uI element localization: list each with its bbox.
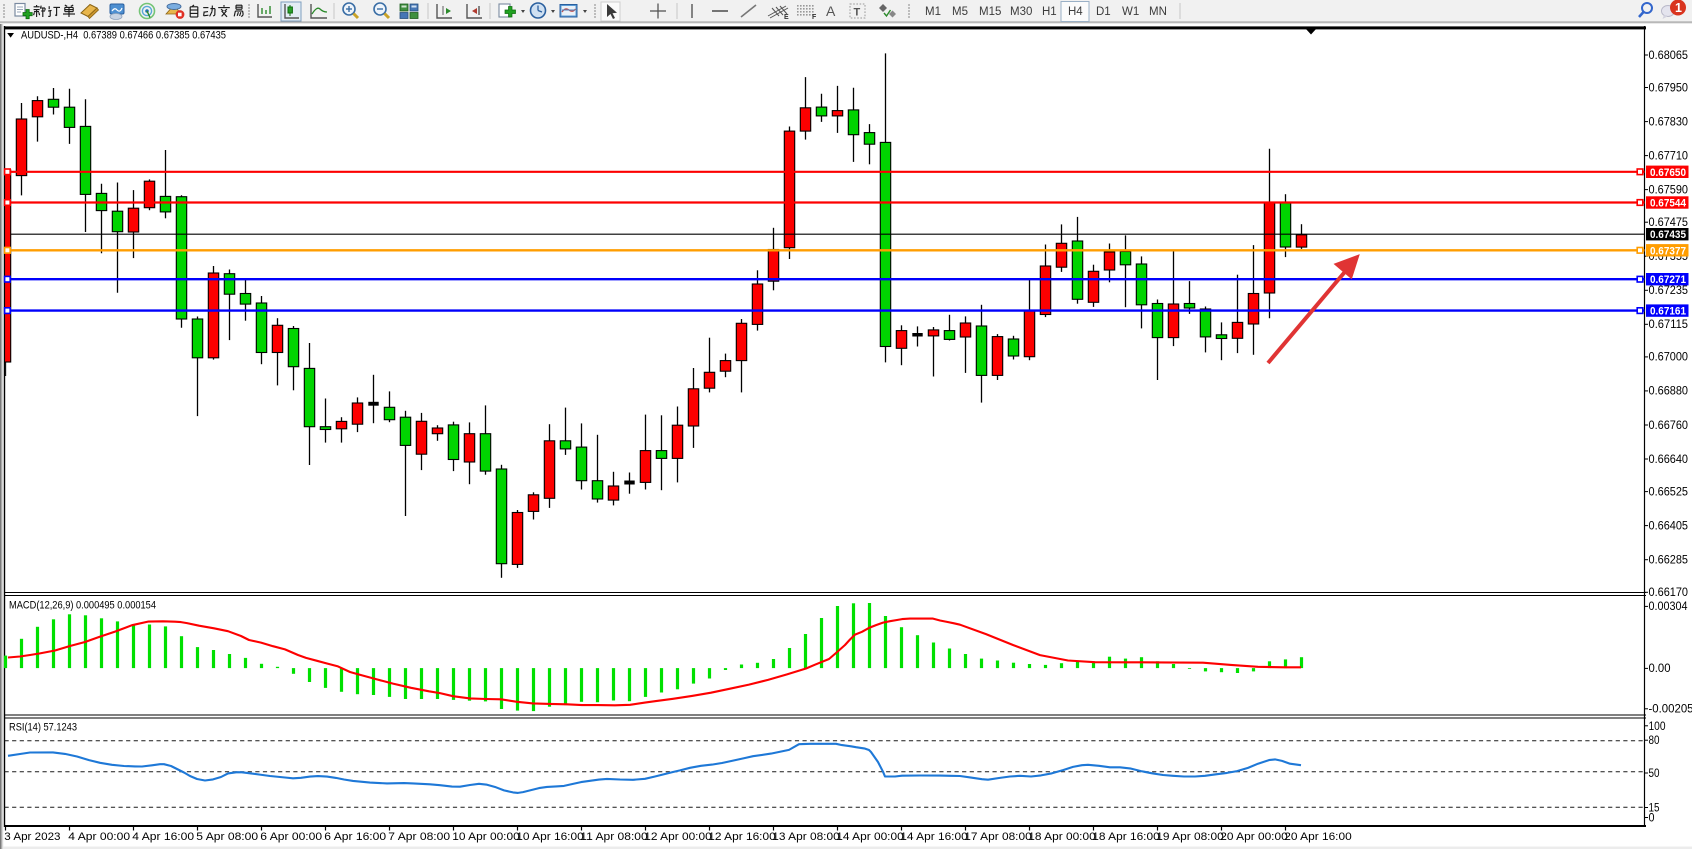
svg-text:0.68065: 0.68065 (1649, 50, 1689, 62)
svg-text:13 Apr 08:00: 13 Apr 08:00 (772, 831, 839, 843)
svg-text:0.66170: 0.66170 (1649, 587, 1689, 599)
svg-text:4 Apr 00:00: 4 Apr 00:00 (68, 831, 130, 843)
svg-text:T: T (854, 7, 861, 19)
svg-text:6 Apr 00:00: 6 Apr 00:00 (260, 831, 322, 843)
svg-text:M1: M1 (925, 6, 941, 18)
svg-text:W1: W1 (1122, 6, 1139, 18)
svg-text:0: 0 (1649, 813, 1655, 825)
svg-text:E: E (784, 14, 789, 21)
svg-text:20 Apr 00:00: 20 Apr 00:00 (1220, 831, 1287, 843)
svg-text:A: A (826, 3, 836, 19)
svg-text:0.67475: 0.67475 (1649, 217, 1689, 229)
svg-text:18 Apr 00:00: 18 Apr 00:00 (1028, 831, 1095, 843)
svg-text:100: 100 (1649, 721, 1666, 733)
svg-text:0.66285: 0.66285 (1649, 555, 1689, 567)
svg-text:0.67650: 0.67650 (1650, 167, 1686, 179)
svg-text:M15: M15 (979, 6, 1001, 18)
svg-text:12 Apr 16:00: 12 Apr 16:00 (708, 831, 775, 843)
svg-text:0.67590: 0.67590 (1649, 184, 1689, 196)
svg-text:3 Apr 2023: 3 Apr 2023 (4, 831, 60, 843)
svg-text:MACD(12,26,9) 0.000495 0.00015: MACD(12,26,9) 0.000495 0.000154 (9, 600, 156, 612)
svg-text:50: 50 (1649, 768, 1660, 780)
svg-text:7 Apr 08:00: 7 Apr 08:00 (388, 831, 450, 843)
svg-text:MN: MN (1149, 6, 1167, 18)
svg-text:0.00: 0.00 (1649, 663, 1671, 675)
svg-text:H4: H4 (1068, 6, 1083, 18)
svg-text:0.66880: 0.66880 (1649, 386, 1689, 398)
svg-text:0.67235: 0.67235 (1649, 285, 1689, 297)
svg-text:0.67161: 0.67161 (1650, 306, 1686, 318)
svg-text:11 Apr 08:00: 11 Apr 08:00 (580, 831, 647, 843)
svg-text:80: 80 (1649, 735, 1660, 747)
svg-text:0.67000: 0.67000 (1649, 352, 1689, 364)
svg-text:20 Apr 16:00: 20 Apr 16:00 (1284, 831, 1351, 843)
svg-text:15: 15 (1649, 803, 1660, 815)
svg-text:12 Apr 00:00: 12 Apr 00:00 (644, 831, 711, 843)
svg-text:0.66640: 0.66640 (1649, 454, 1689, 466)
svg-text:0.67377: 0.67377 (1650, 245, 1686, 257)
svg-text:10 Apr 00:00: 10 Apr 00:00 (452, 831, 519, 843)
svg-text:14 Apr 00:00: 14 Apr 00:00 (836, 831, 903, 843)
svg-text:6 Apr 16:00: 6 Apr 16:00 (324, 831, 386, 843)
svg-text:0.67830: 0.67830 (1649, 116, 1689, 128)
svg-text:0.67115: 0.67115 (1649, 319, 1689, 331)
svg-text:0.67950: 0.67950 (1649, 82, 1689, 94)
svg-text:5 Apr 08:00: 5 Apr 08:00 (196, 831, 258, 843)
svg-text:-0.00205: -0.00205 (1649, 704, 1692, 716)
svg-text:17 Apr 08:00: 17 Apr 08:00 (964, 831, 1031, 843)
svg-text:F: F (812, 14, 817, 21)
svg-text:1: 1 (1675, 1, 1682, 15)
svg-text:H1: H1 (1042, 6, 1057, 18)
svg-text:RSI(14) 57.1243: RSI(14) 57.1243 (9, 722, 77, 734)
svg-text:14 Apr 16:00: 14 Apr 16:00 (900, 831, 967, 843)
svg-text:0.67710: 0.67710 (1649, 150, 1689, 162)
svg-text:0.67271: 0.67271 (1650, 274, 1686, 286)
svg-text:0.00304: 0.00304 (1649, 601, 1689, 613)
svg-text:19 Apr 08:00: 19 Apr 08:00 (1156, 831, 1223, 843)
svg-text:4 Apr 16:00: 4 Apr 16:00 (132, 831, 194, 843)
svg-text:AUDUSD-,H4 0.67389 0.67466 0.: AUDUSD-,H4 0.67389 0.67466 0.67385 0.674… (21, 29, 226, 41)
svg-text:D1: D1 (1096, 6, 1111, 18)
svg-text:M30: M30 (1010, 6, 1032, 18)
svg-text:18 Apr 16:00: 18 Apr 16:00 (1092, 831, 1159, 843)
svg-text:0.66525: 0.66525 (1649, 486, 1689, 498)
svg-text:10 Apr 16:00: 10 Apr 16:00 (516, 831, 583, 843)
svg-text:M5: M5 (952, 6, 968, 18)
svg-text:0.67544: 0.67544 (1650, 198, 1687, 210)
svg-text:0.66405: 0.66405 (1649, 520, 1689, 532)
svg-text:0.66760: 0.66760 (1649, 420, 1689, 432)
svg-text:0.67435: 0.67435 (1650, 229, 1686, 241)
